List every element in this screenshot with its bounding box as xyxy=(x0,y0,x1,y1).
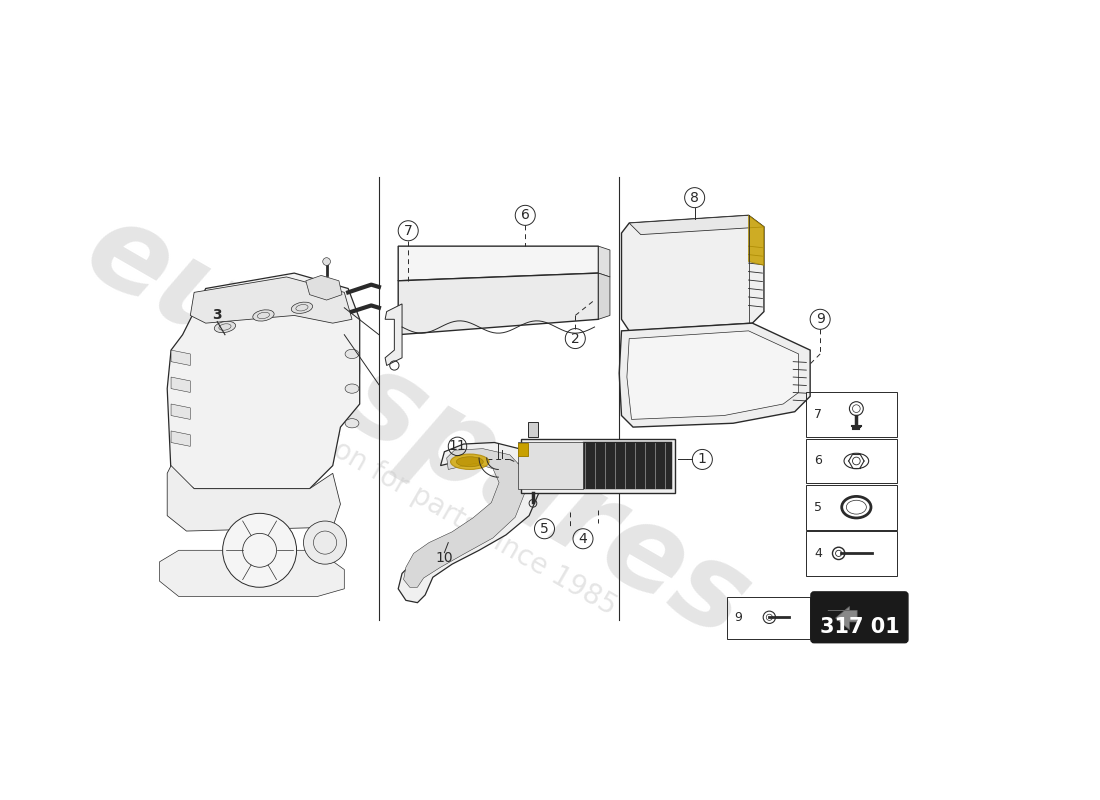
Polygon shape xyxy=(828,606,857,630)
Ellipse shape xyxy=(214,322,235,333)
Text: 6: 6 xyxy=(814,454,822,467)
Polygon shape xyxy=(167,466,341,531)
Polygon shape xyxy=(528,422,538,437)
Polygon shape xyxy=(190,277,352,323)
Text: 6: 6 xyxy=(520,208,530,222)
Polygon shape xyxy=(385,304,403,366)
Text: 7: 7 xyxy=(814,408,822,422)
Polygon shape xyxy=(583,442,672,490)
Ellipse shape xyxy=(345,418,359,428)
Text: 5: 5 xyxy=(540,522,549,536)
Polygon shape xyxy=(172,377,190,393)
Text: eurospares: eurospares xyxy=(66,190,769,663)
Polygon shape xyxy=(621,215,763,331)
Polygon shape xyxy=(598,273,609,319)
Polygon shape xyxy=(167,273,360,489)
Polygon shape xyxy=(517,442,583,490)
Polygon shape xyxy=(517,442,528,455)
Polygon shape xyxy=(749,215,763,266)
Ellipse shape xyxy=(345,350,359,358)
Polygon shape xyxy=(172,404,190,419)
Text: 7: 7 xyxy=(404,224,412,238)
Text: 9: 9 xyxy=(816,312,825,326)
Text: 11: 11 xyxy=(449,439,466,454)
Text: 2: 2 xyxy=(571,331,580,346)
Text: 8: 8 xyxy=(690,190,700,205)
Polygon shape xyxy=(627,331,799,419)
Polygon shape xyxy=(398,246,598,281)
Text: 4: 4 xyxy=(579,532,587,546)
Polygon shape xyxy=(598,246,609,277)
Circle shape xyxy=(222,514,297,587)
Polygon shape xyxy=(619,323,810,427)
Polygon shape xyxy=(306,275,342,300)
Text: 9: 9 xyxy=(735,610,743,624)
Text: 5: 5 xyxy=(814,501,822,514)
Ellipse shape xyxy=(292,302,312,314)
FancyBboxPatch shape xyxy=(811,592,907,642)
Ellipse shape xyxy=(253,310,274,321)
Text: a passion for parts since 1985: a passion for parts since 1985 xyxy=(244,387,622,621)
Text: 1: 1 xyxy=(697,453,707,466)
Polygon shape xyxy=(172,431,190,446)
Ellipse shape xyxy=(451,454,490,470)
Polygon shape xyxy=(398,273,598,334)
Ellipse shape xyxy=(456,457,483,466)
Polygon shape xyxy=(629,215,763,234)
Polygon shape xyxy=(172,350,190,366)
Polygon shape xyxy=(404,449,526,587)
Polygon shape xyxy=(160,550,344,597)
Text: 3: 3 xyxy=(212,309,222,322)
Text: 317 01: 317 01 xyxy=(820,618,900,638)
Text: 4: 4 xyxy=(814,547,822,560)
Polygon shape xyxy=(398,442,541,602)
Text: 10: 10 xyxy=(436,551,453,565)
FancyBboxPatch shape xyxy=(521,438,675,493)
Circle shape xyxy=(322,258,330,266)
Ellipse shape xyxy=(345,384,359,394)
Circle shape xyxy=(304,521,346,564)
